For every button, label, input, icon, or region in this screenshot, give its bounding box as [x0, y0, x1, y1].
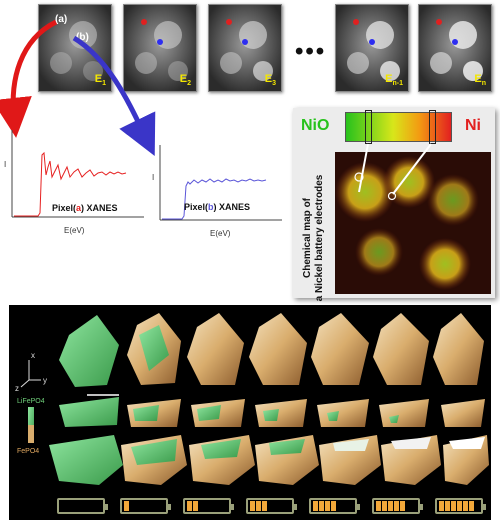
battery-cell — [124, 501, 129, 511]
energy-frame-n-1: En-1 — [335, 4, 409, 92]
spectrum-b-curve — [162, 178, 267, 220]
battery-cell — [400, 501, 405, 511]
battery-icon — [120, 498, 171, 514]
axes-glyph — [20, 360, 41, 388]
battery-cell — [313, 501, 318, 511]
spectrum-a-plot: I E(eV) — [4, 130, 144, 235]
battery-cell — [439, 501, 444, 511]
row-2 — [59, 397, 485, 427]
battery-cell — [394, 501, 399, 511]
arrow-pixel-b — [72, 35, 156, 156]
spectrum-a-xlabel: E(eV) — [64, 226, 85, 235]
battery-cell — [451, 501, 456, 511]
pixel-b-marker — [242, 39, 248, 45]
frame-texture — [336, 5, 408, 91]
legend-top-label: LiFePO4 — [17, 398, 45, 405]
battery-cell — [445, 501, 450, 511]
legend-bottom-label: FePO4 — [17, 448, 39, 455]
scale-marker-left — [365, 110, 372, 144]
ni-label: Ni — [465, 117, 481, 134]
battery-icon — [57, 498, 108, 514]
pixel-a-marker — [141, 19, 147, 25]
battery-cell — [463, 501, 468, 511]
battery-cell — [319, 501, 324, 511]
axis-z-label: z — [15, 384, 19, 393]
battery-cell — [382, 501, 387, 511]
pixel-b-marker — [369, 39, 375, 45]
battery-cell — [325, 501, 330, 511]
energy-frame-n: En — [418, 4, 492, 92]
spectrum-a-curve — [14, 151, 127, 217]
spectrum-a-title: Pixel(a) XANES — [52, 203, 118, 213]
battery-cell — [262, 501, 267, 511]
spectrum-b-title: Pixel(b) XANES — [184, 202, 251, 212]
spectrum-b-ylabel: I — [152, 173, 154, 182]
energy-label: E3 — [264, 72, 276, 87]
pixel-a-marker — [436, 19, 442, 25]
energy-label: E2 — [179, 72, 191, 87]
energy-frame-3: E3 — [208, 4, 282, 92]
spectrum-a-ylabel: I — [4, 160, 6, 169]
battery-icon — [372, 498, 423, 514]
pixel-a-marker — [226, 19, 232, 25]
battery-icon — [435, 498, 486, 514]
pixel-b-label: (b) — [76, 32, 89, 43]
frame-texture — [209, 5, 281, 91]
battery-cell — [457, 501, 462, 511]
nio-label: NiO — [301, 117, 330, 134]
scale-marker-right — [429, 110, 436, 144]
battery-cell — [250, 501, 255, 511]
axis-y-label: y — [43, 376, 47, 385]
frame-texture — [39, 5, 111, 91]
energy-label: E1 — [94, 72, 106, 87]
pixel-a-label: (a) — [55, 14, 68, 25]
energy-label: En — [474, 72, 486, 87]
battery-cell — [388, 501, 393, 511]
arrow-pixel-a — [0, 19, 58, 138]
scale-connectors — [358, 143, 432, 195]
color-scale-bar — [345, 112, 452, 142]
row-3 — [49, 435, 489, 485]
battery-cell — [469, 501, 474, 511]
pixel-a-marker — [353, 19, 359, 25]
battery-icon — [183, 498, 234, 514]
battery-cell — [193, 501, 198, 511]
pixel-b-marker — [452, 39, 458, 45]
battery-icon — [246, 498, 297, 514]
battery-cell — [256, 501, 261, 511]
tomography-particles: x y z LiFePO4 FePO4 — [15, 313, 489, 485]
battery-cell — [376, 501, 381, 511]
energy-frame-1: E1 — [38, 4, 112, 92]
battery-cell — [331, 501, 336, 511]
axis-x-label: x — [31, 351, 35, 360]
battery-cell — [187, 501, 192, 511]
arrows-layer — [0, 19, 156, 156]
battery-icon — [309, 498, 360, 514]
ellipsis: ••• — [295, 38, 327, 65]
tomography-panel: x y z LiFePO4 FePO4 — [9, 305, 491, 520]
chemical-map-image — [335, 152, 491, 294]
energy-frame-2: E2 — [123, 4, 197, 92]
spectrum-b-plot: I E(eV) — [152, 145, 282, 238]
energy-label: En-1 — [385, 72, 403, 87]
chemical-map-panel: NiO Ni Chemical map of a Nickel battery … — [293, 108, 495, 301]
pixel-b-marker — [157, 39, 163, 45]
spectrum-b-xlabel: E(eV) — [210, 229, 231, 238]
